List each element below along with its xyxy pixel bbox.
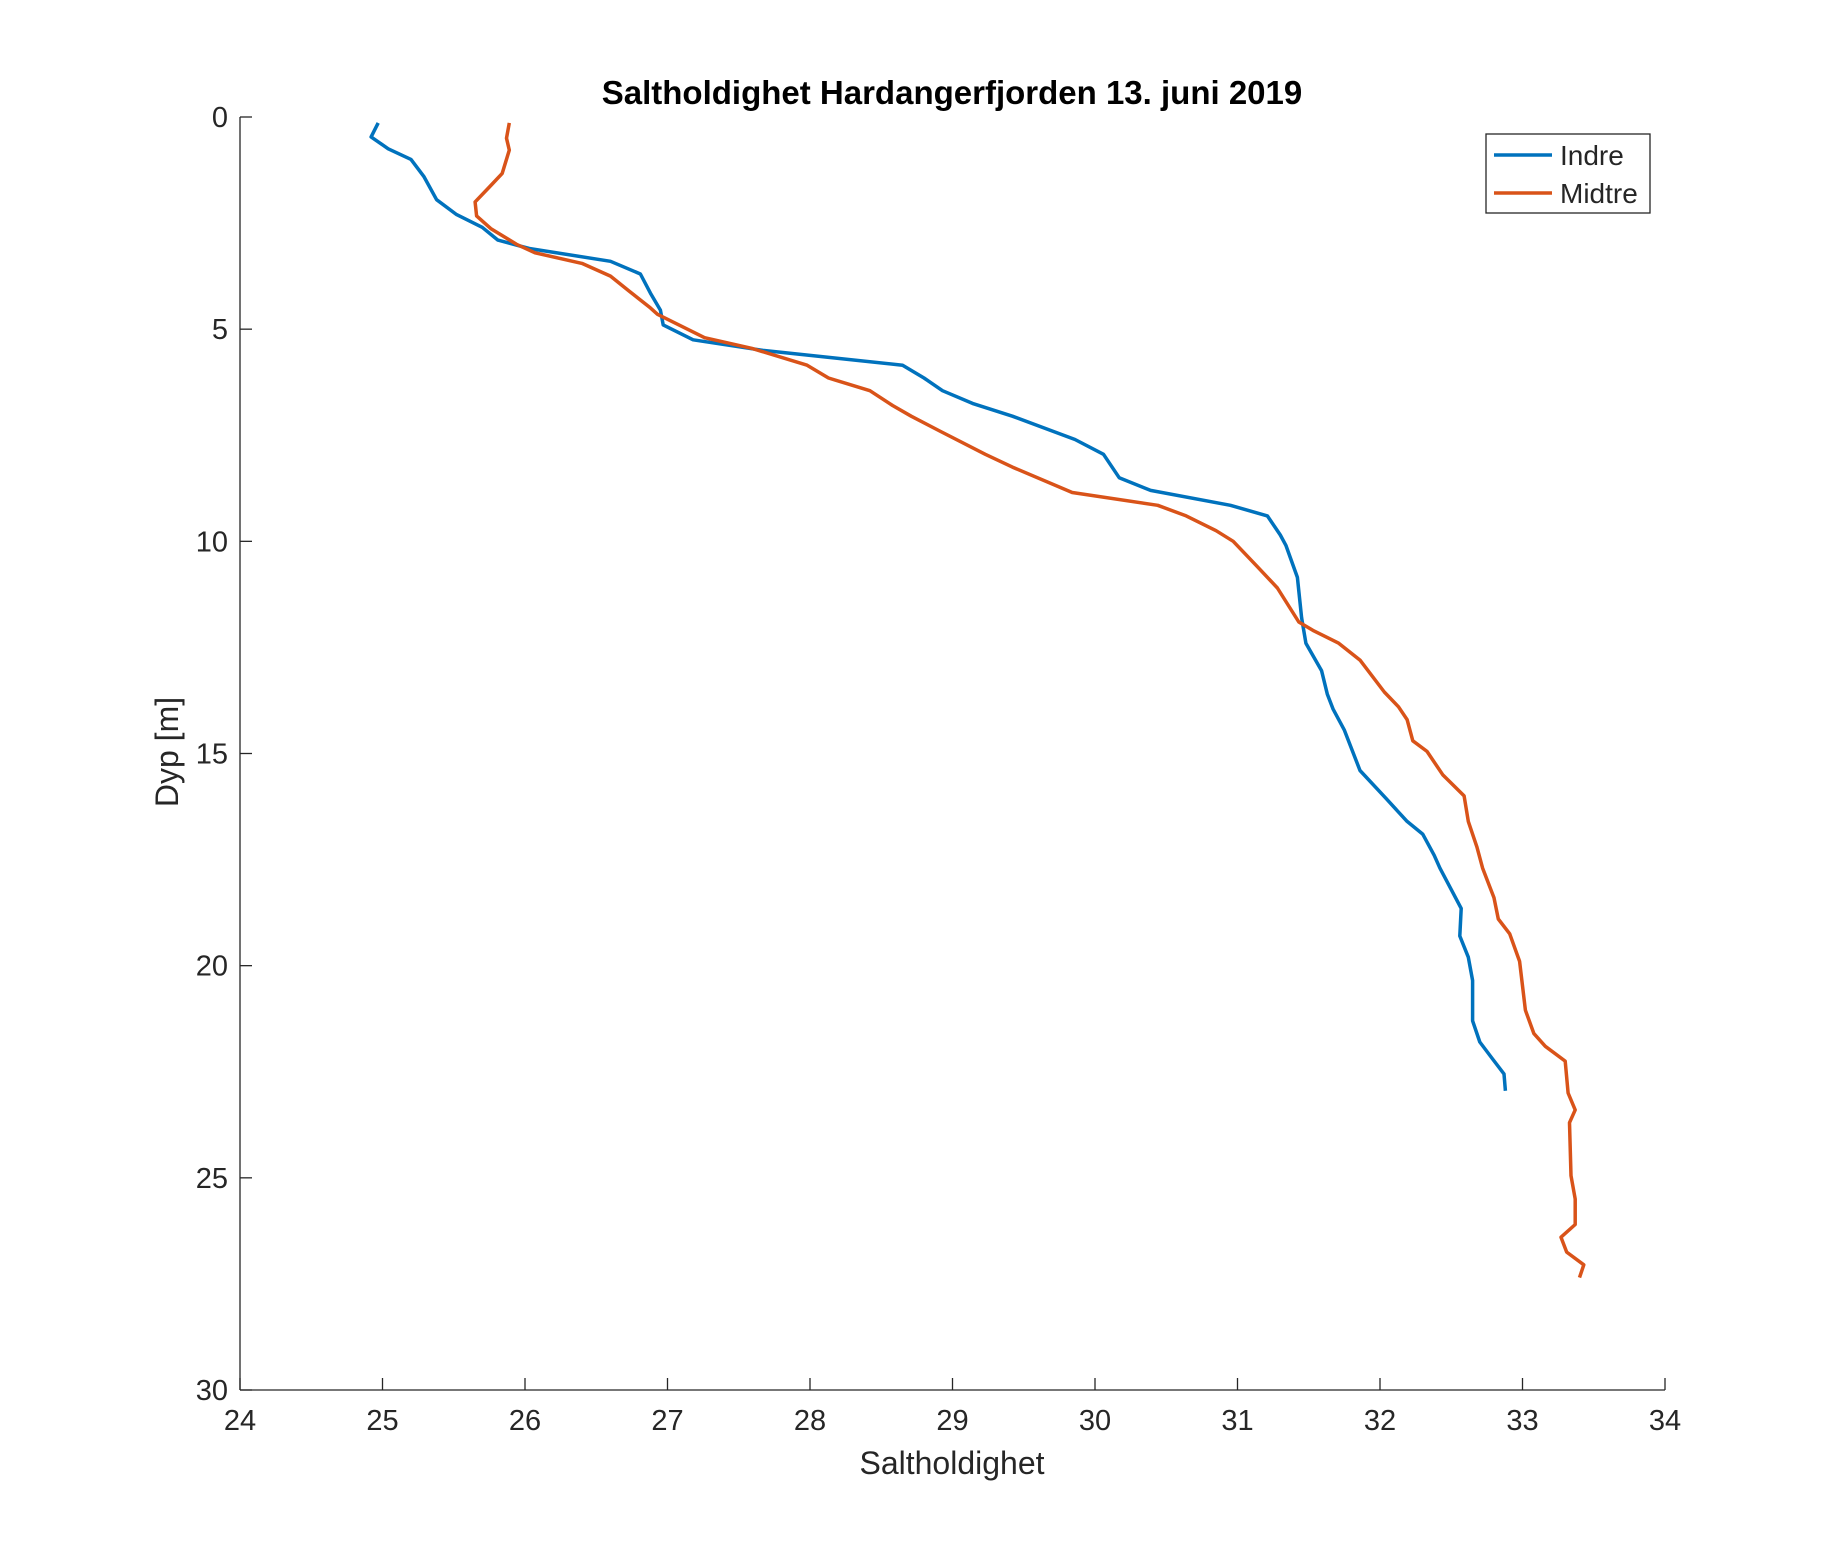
legend-label-indre: Indre xyxy=(1560,140,1624,171)
y-axis-label: Dyp [m] xyxy=(149,697,185,807)
chart-title: Saltholdighet Hardangerfjorden 13. juni … xyxy=(602,74,1302,111)
x-tick-label: 29 xyxy=(936,1405,968,1437)
x-tick-label: 28 xyxy=(794,1405,826,1437)
x-tick-label: 25 xyxy=(366,1405,398,1437)
y-tick-label: 20 xyxy=(196,951,228,983)
x-axis-label: Saltholdighet xyxy=(859,1445,1044,1481)
x-tick-label: 30 xyxy=(1079,1405,1111,1437)
y-tick-label: 15 xyxy=(196,739,228,771)
x-tick-label: 33 xyxy=(1506,1405,1538,1437)
y-tick-label: 5 xyxy=(212,314,228,346)
legend-box xyxy=(1485,133,1651,214)
legend-label-midtre: Midtre xyxy=(1560,178,1638,209)
y-tick-label: 0 xyxy=(212,102,228,134)
y-tick-label: 10 xyxy=(196,526,228,558)
x-tick-label: 31 xyxy=(1221,1405,1253,1437)
y-tick-label: 25 xyxy=(196,1163,228,1195)
axes: 24 25 26 27 28 29 30 31 32 33 34 0 5 10 15 20 25 30 xyxy=(196,102,1681,1437)
x-tick-label: 26 xyxy=(509,1405,541,1437)
plot-lines xyxy=(369,122,1586,1279)
series-line-midtre xyxy=(473,122,1586,1279)
x-tick-label: 34 xyxy=(1649,1405,1681,1437)
series-line-indre xyxy=(369,122,1508,1091)
x-tick-label: 24 xyxy=(224,1405,256,1437)
x-tick-label: 27 xyxy=(651,1405,683,1437)
x-tick-label: 32 xyxy=(1364,1405,1396,1437)
y-tick-label: 30 xyxy=(196,1375,228,1407)
legend: Indre Midtre xyxy=(1485,133,1651,214)
